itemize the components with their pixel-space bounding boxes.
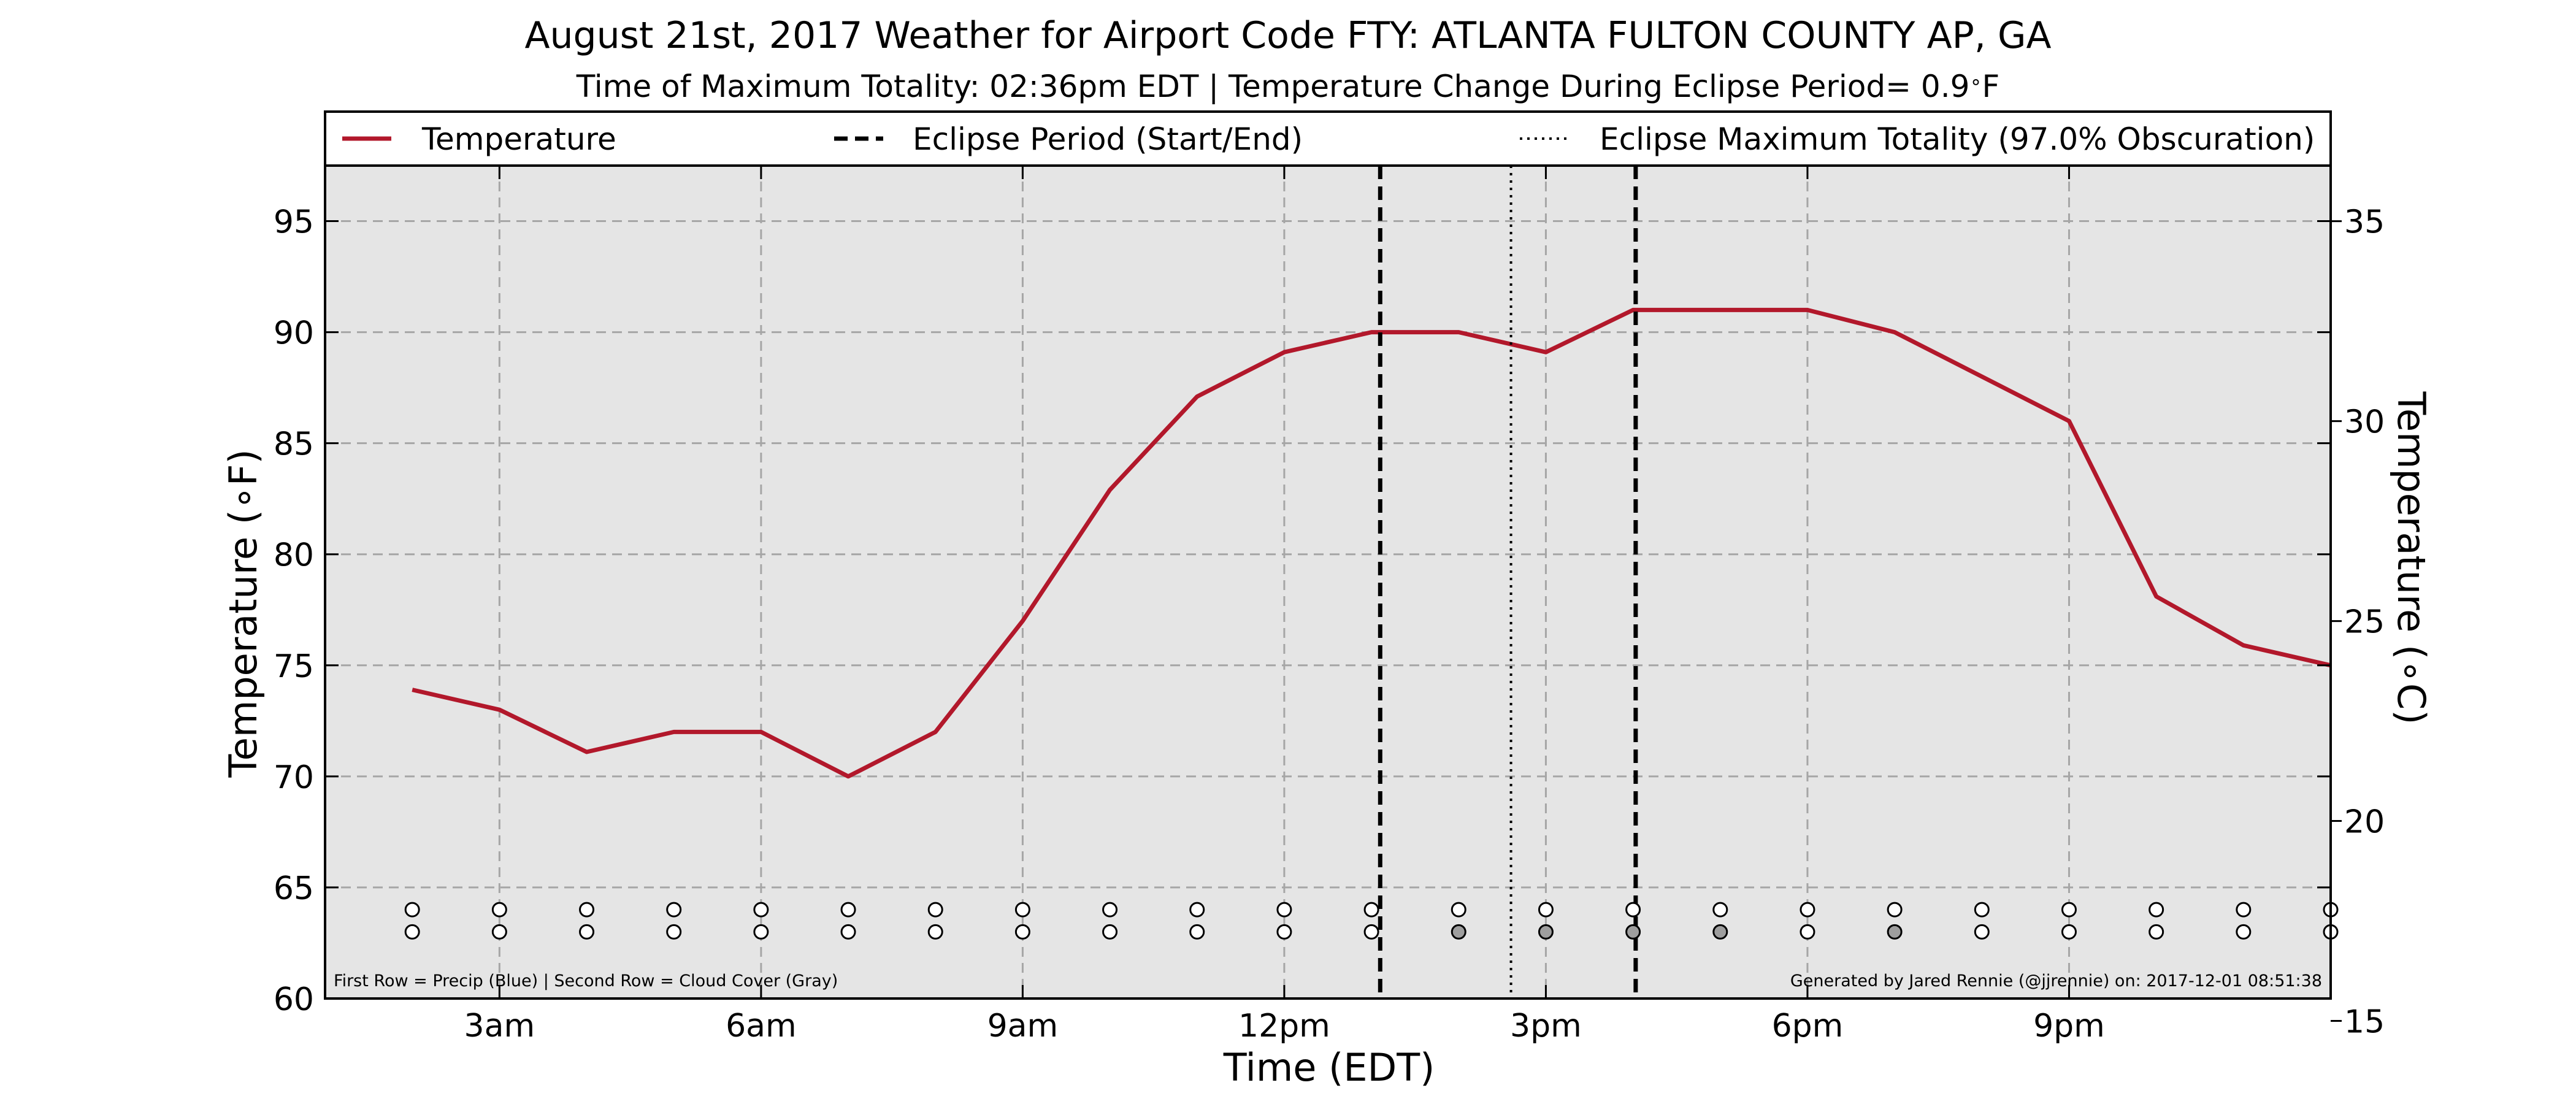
cloud-cover-marker (491, 924, 507, 940)
precip-marker (1102, 902, 1118, 918)
legend-label: Eclipse Period (Start/End) (913, 121, 1303, 157)
precip-marker (1625, 902, 1641, 918)
subtitle-unit: F (1982, 69, 1999, 104)
footnote-left: First Row = Precip (Blue) | Second Row =… (334, 972, 838, 991)
x-tick-label: 3pm (1510, 1008, 1582, 1045)
y-tick-label: 95 (274, 204, 314, 241)
cloud-cover-marker (1451, 924, 1466, 940)
precip-marker (2061, 902, 2077, 918)
cloud-cover-marker (927, 924, 943, 940)
y-tick-label: 65 (274, 870, 314, 907)
subtitle-text: Time of Maximum Totality: 02:36pm EDT | … (576, 69, 1970, 104)
x-tick-label: 6pm (1772, 1008, 1844, 1045)
cloud-cover-marker (2236, 924, 2252, 940)
chart-title: August 21st, 2017 Weather for Airport Co… (524, 14, 2051, 57)
precip-marker (1189, 902, 1205, 918)
y-axis-label: Temperature (∘F) (221, 449, 266, 778)
cloud-cover-marker (1625, 924, 1641, 940)
cloud-cover-marker (1800, 924, 1815, 940)
x-tick-label: 9pm (2033, 1008, 2105, 1045)
footnote-right: Generated by Jared Rennie (@jjrennie) on… (1790, 972, 2322, 991)
legend-label: Eclipse Maximum Totality (97.0% Obscurat… (1600, 121, 2315, 157)
y2-axis-label: Temperature (∘C) (2389, 391, 2434, 725)
plot-background (325, 166, 2331, 999)
precip-marker (1974, 902, 1990, 918)
x-tick-label: 6am (726, 1008, 797, 1045)
y2-tick-label: 25 (2344, 604, 2385, 641)
axes-layer: 60 65 70 75 80 85 90 95 15 20 25 30 35 3am 6am 9am 12pm 3… (274, 164, 2385, 1045)
cloud-cover-marker (1363, 924, 1379, 940)
x-tick-label: 12pm (1238, 1008, 1330, 1045)
plot-area: First Row = Precip (Blue) | Second Row =… (325, 166, 2339, 1000)
cloud-cover-marker (666, 924, 682, 940)
precip-marker (1538, 902, 1554, 918)
cloud-cover-marker (840, 924, 856, 940)
precip-marker (1363, 902, 1379, 918)
cloud-cover-marker (404, 924, 420, 940)
x-tick-label: 3am (464, 1008, 535, 1045)
cloud-cover-marker (1712, 924, 1728, 940)
legend: Temperature Eclipse Period (Start/End) Ecl… (324, 110, 2332, 167)
cloud-cover-marker (1276, 924, 1292, 940)
subtitle-degree: ∘ (1969, 70, 1982, 93)
precip-marker (1712, 902, 1728, 918)
precip-marker (2149, 902, 2164, 918)
precip-marker (840, 902, 856, 918)
precip-marker (1887, 902, 1903, 918)
precip-marker (1276, 902, 1292, 918)
legend-box (324, 110, 2332, 167)
cloud-cover-marker (1887, 924, 1903, 940)
y-tick-label: 80 (274, 537, 314, 574)
precip-marker (579, 902, 595, 918)
precip-marker (753, 902, 769, 918)
y2-tick-label: 20 (2344, 804, 2385, 841)
cloud-cover-marker (2061, 924, 2077, 940)
y-tick-label: 85 (274, 426, 314, 463)
cloud-cover-marker (1538, 924, 1554, 940)
precip-marker (404, 902, 420, 918)
cloud-cover-marker (1014, 924, 1030, 940)
y-tick-label: 75 (274, 648, 314, 685)
precip-marker (1800, 902, 1815, 918)
y-tick-label: 60 (274, 981, 314, 1018)
y2-tick-label: 35 (2344, 204, 2385, 241)
precip-marker (666, 902, 682, 918)
cloud-cover-marker (753, 924, 769, 940)
cloud-cover-marker (1102, 924, 1118, 940)
cloud-cover-marker (2149, 924, 2164, 940)
cloud-cover-marker (579, 924, 595, 940)
chart-subtitle: Time of Maximum Totality: 02:36pm EDT | … (576, 69, 1999, 104)
cloud-cover-marker (1974, 924, 1990, 940)
y2-tick-label: 15 (2344, 1004, 2385, 1041)
x-tick-label: 9am (987, 1008, 1059, 1045)
precip-marker (2236, 902, 2252, 918)
y-tick-label: 90 (274, 315, 314, 352)
precip-marker (491, 902, 507, 918)
cloud-cover-marker (1189, 924, 1205, 940)
y2-tick-label: 30 (2344, 404, 2385, 441)
x-axis-label: Time (EDT) (1223, 1045, 1435, 1090)
precip-marker (927, 902, 943, 918)
y-tick-label: 70 (274, 759, 314, 796)
precip-marker (1014, 902, 1030, 918)
legend-label: Temperature (421, 121, 616, 157)
precip-marker (1451, 902, 1466, 918)
